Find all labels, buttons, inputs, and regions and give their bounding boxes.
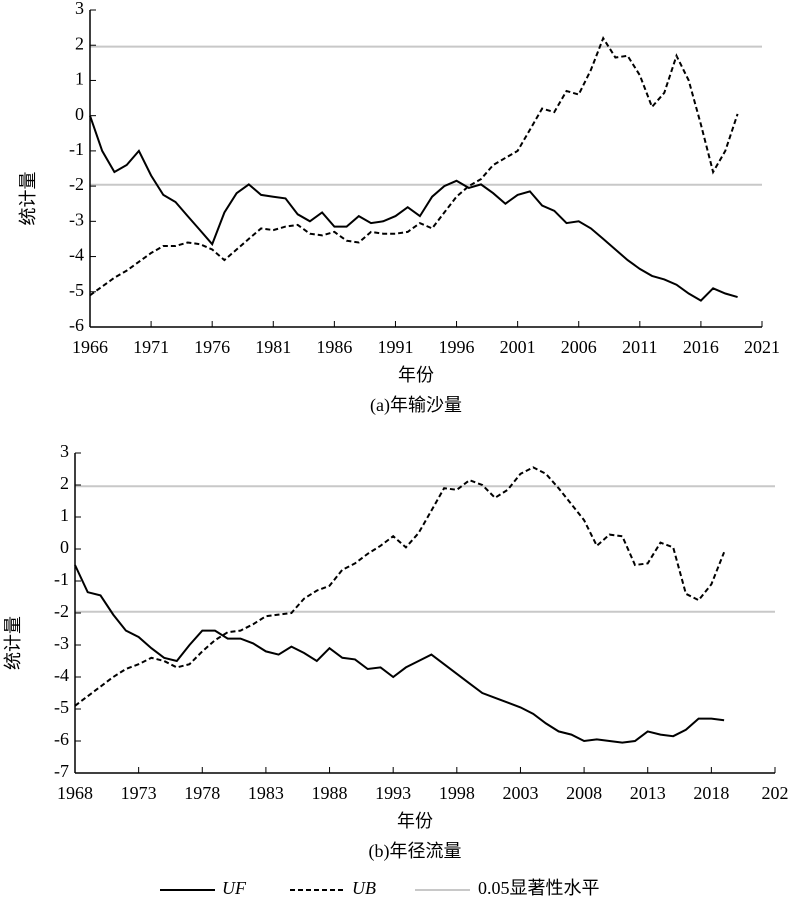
x-tick-label: 2016 — [683, 337, 719, 357]
y-tick-label: -6 — [69, 315, 84, 335]
series-line — [89, 115, 738, 302]
y-tick-label: -3 — [54, 633, 69, 653]
series-line — [74, 466, 726, 707]
y-tick-label: 2 — [60, 473, 69, 493]
x-tick-label: 1991 — [377, 337, 413, 357]
y-tick-label: -1 — [69, 139, 84, 159]
x-tick-label: 1976 — [194, 337, 230, 357]
chart-title: (b)年径流量 — [369, 841, 462, 862]
x-tick-label: 2011 — [622, 337, 657, 357]
series-line — [89, 35, 739, 297]
y-tick-label: -6 — [54, 729, 69, 749]
x-tick-label: 1973 — [121, 783, 157, 803]
x-tick-label: 1986 — [316, 337, 352, 357]
y-tick-label: 1 — [75, 69, 84, 89]
y-tick-label: -7 — [54, 761, 69, 781]
x-tick-label: 1993 — [375, 783, 411, 803]
x-tick-label: 1988 — [312, 783, 348, 803]
chart-title: (a)年输沙量 — [370, 395, 462, 416]
y-tick-label: -1 — [54, 569, 69, 589]
x-tick-label: 202 — [762, 783, 789, 803]
y-tick-label: 0 — [60, 537, 69, 557]
series-line — [74, 564, 725, 744]
legend-label: 0.05显著性水平 — [478, 878, 600, 898]
legend-label: UB — [352, 878, 376, 898]
x-axis-label: 年份 — [398, 365, 434, 385]
x-tick-label: 1983 — [248, 783, 284, 803]
y-tick-label: -4 — [69, 245, 84, 265]
x-tick-label: 2003 — [502, 783, 538, 803]
y-axis-label: 统计量 — [3, 616, 23, 670]
y-axis-label: 统计量 — [18, 172, 38, 226]
y-tick-label: 3 — [75, 0, 84, 18]
x-tick-label: 1978 — [184, 783, 220, 803]
y-tick-label: 1 — [60, 505, 69, 525]
x-tick-label: 2021 — [744, 337, 780, 357]
y-tick-label: -5 — [54, 697, 69, 717]
x-tick-label: 1998 — [439, 783, 475, 803]
y-tick-label: 0 — [75, 104, 84, 124]
x-tick-label: 1968 — [57, 783, 93, 803]
x-tick-label: 1966 — [72, 337, 108, 357]
x-axis-label: 年份 — [397, 811, 433, 831]
y-tick-label: 3 — [60, 441, 69, 461]
x-tick-label: 2006 — [561, 337, 597, 357]
x-tick-label: 1981 — [255, 337, 291, 357]
legend-label: UF — [222, 878, 247, 898]
y-tick-label: -4 — [54, 665, 69, 685]
y-tick-label: -2 — [69, 174, 84, 194]
x-tick-label: 2008 — [566, 783, 602, 803]
x-tick-label: 1971 — [133, 337, 169, 357]
y-tick-label: -5 — [69, 280, 84, 300]
x-tick-label: 1996 — [439, 337, 475, 357]
x-tick-label: 2001 — [500, 337, 536, 357]
y-tick-label: -2 — [54, 601, 69, 621]
y-tick-label: 2 — [75, 33, 84, 53]
y-tick-label: -3 — [69, 209, 84, 229]
x-tick-label: 2013 — [630, 783, 666, 803]
x-tick-label: 2018 — [693, 783, 729, 803]
